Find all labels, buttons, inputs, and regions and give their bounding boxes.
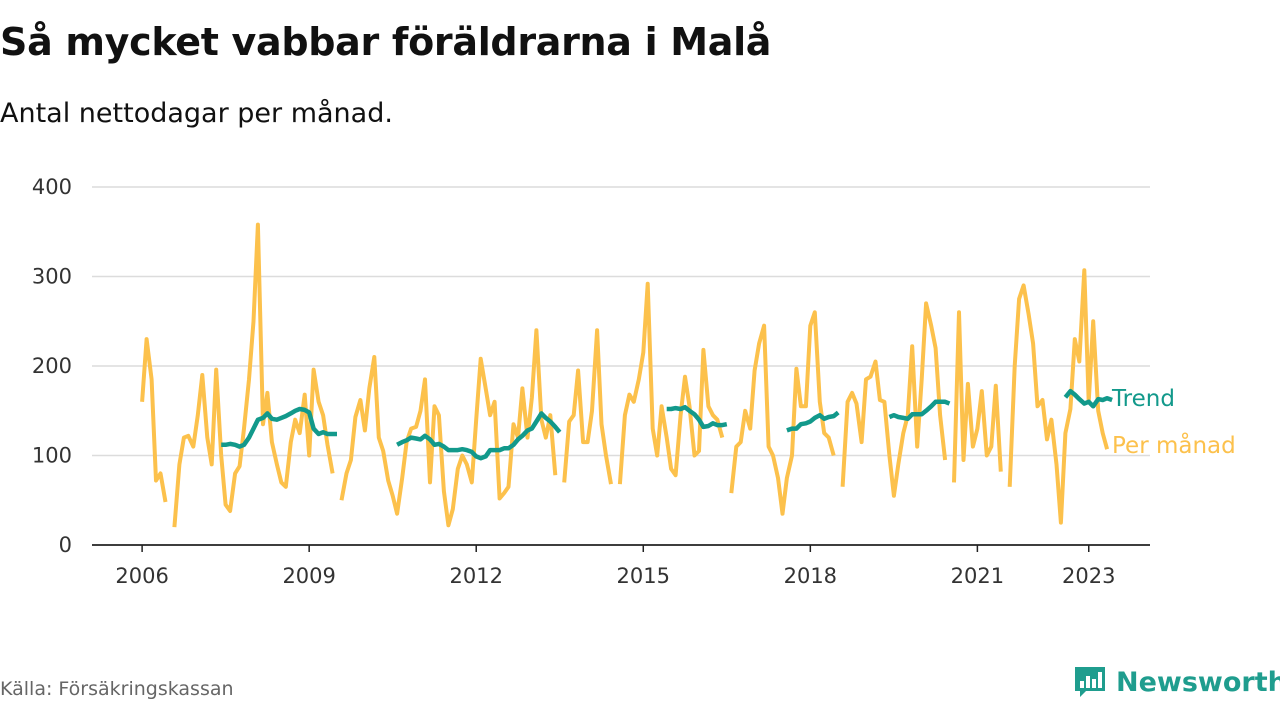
x-tick-label: 2009 <box>282 564 335 588</box>
chart-title: Så mycket vabbar föräldrarna i Malå <box>0 20 772 64</box>
source-note: Källa: Försäkringskassan <box>0 678 234 700</box>
y-tick-label: 0 <box>59 533 72 557</box>
legend-label-trend: Trend <box>1111 386 1175 412</box>
monthly-line-segment <box>172 222 335 528</box>
monthly-line-segment <box>729 310 836 516</box>
monthly-line-segment <box>1007 268 1110 525</box>
monthly-line-segment <box>840 301 948 498</box>
monthly-line-segment <box>562 328 613 485</box>
x-tick-label: 2015 <box>617 564 670 588</box>
brand-name: Newsworthy <box>1116 666 1280 698</box>
y-tick-label: 100 <box>32 444 72 468</box>
x-tick-label: 2006 <box>115 564 168 588</box>
y-tick-label: 300 <box>32 265 72 289</box>
legend-label-monthly: Per månad <box>1112 431 1236 459</box>
trend-line-segment <box>666 404 728 430</box>
x-tick-label: 2023 <box>1062 564 1115 588</box>
trend-line-segment <box>396 411 562 461</box>
brand-logo: Newsworthy <box>1072 664 1280 700</box>
y-tick-label: 200 <box>32 354 72 378</box>
y-tick-label: 400 <box>32 175 72 199</box>
chart-subtitle: Antal nettodagar per månad. <box>0 98 393 129</box>
trend-line-segment <box>1063 388 1113 409</box>
monthly-line-segment <box>140 337 168 503</box>
trend-line-segment <box>221 406 337 449</box>
monthly-line-segment <box>617 281 725 485</box>
bar-chart-icon <box>1075 667 1105 697</box>
trend-line-segment <box>786 410 840 433</box>
monthly-line-segment <box>952 310 1003 483</box>
monthly-line-segment <box>339 328 558 528</box>
trend-line-segment <box>888 399 951 422</box>
x-tick-label: 2012 <box>449 564 502 588</box>
x-tick-label: 2018 <box>784 564 837 588</box>
x-tick-label: 2021 <box>951 564 1004 588</box>
